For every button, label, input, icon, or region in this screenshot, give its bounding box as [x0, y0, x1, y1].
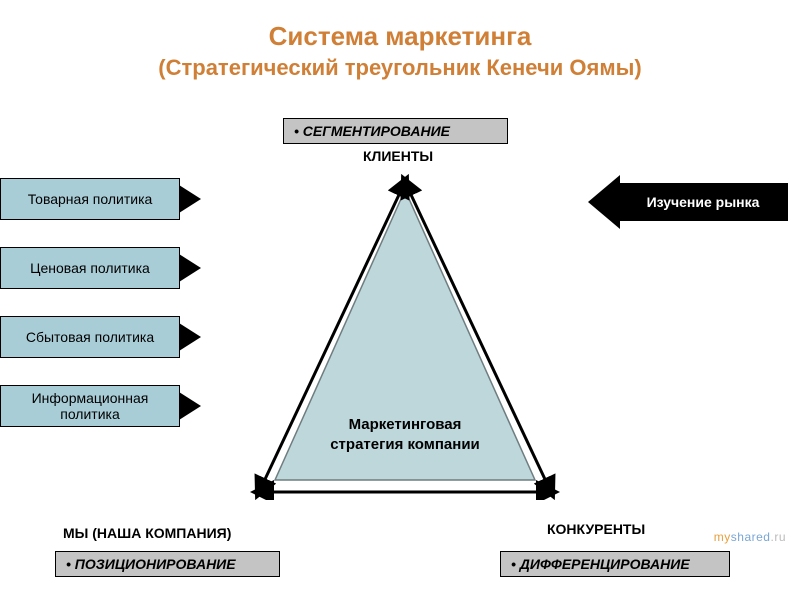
policy-arrow-icon-0: [179, 185, 201, 213]
policy-box-1: Ценовая политика: [0, 247, 180, 289]
market-research-label: Изучение рынка: [618, 183, 788, 221]
strategy-triangle: Маркетинговая стратегия компании: [245, 170, 565, 500]
vertex-label-us: МЫ (НАША КОМПАНИЯ): [63, 525, 231, 541]
policy-box-0: Товарная политика: [0, 178, 180, 220]
triangle-center-line2: стратегия компании: [330, 436, 480, 453]
policy-arrow-icon-3: [179, 392, 201, 420]
vertex-label-competitors: КОНКУРЕНТЫ: [547, 521, 645, 537]
policy-arrow-icon-2: [179, 323, 201, 351]
triangle-center-label: Маркетинговая стратегия компании: [245, 415, 565, 454]
policy-box-2: Сбытовая политика: [0, 316, 180, 358]
watermark: myshared.ru: [714, 530, 786, 544]
differentiation-box: • ДИФФЕРЕНЦИРОВАНИЕ: [500, 551, 730, 577]
policy-box-3: Информационная политика: [0, 385, 180, 427]
market-research-arrow: Изучение рынка: [588, 175, 788, 229]
watermark-suffix: .ru: [770, 530, 786, 544]
watermark-left: my: [714, 530, 731, 544]
watermark-right: shared: [731, 530, 771, 544]
segmentation-box: • СЕГМЕНТИРОВАНИЕ: [283, 118, 508, 144]
arrow-left-icon: [588, 175, 620, 229]
title-line-2: (Стратегический треугольник Кенечи Оямы): [0, 54, 800, 83]
vertex-label-clients: КЛИЕНТЫ: [363, 148, 433, 164]
triangle-center-line1: Маркетинговая: [349, 416, 462, 433]
positioning-box: • ПОЗИЦИОНИРОВАНИЕ: [55, 551, 280, 577]
diagram-title: Система маркетинга (Стратегический треуг…: [0, 0, 800, 82]
title-line-1: Система маркетинга: [0, 20, 800, 54]
policy-arrow-icon-1: [179, 254, 201, 282]
